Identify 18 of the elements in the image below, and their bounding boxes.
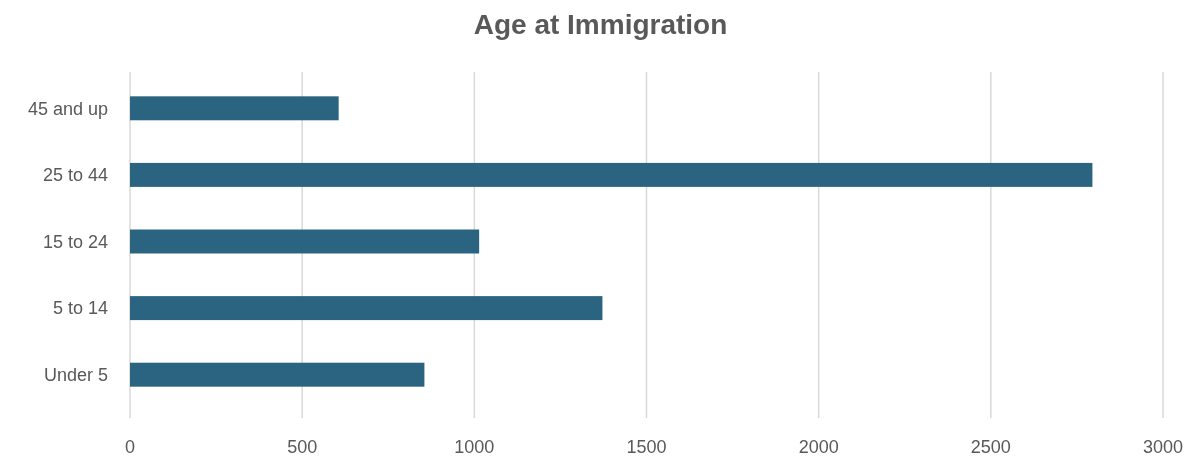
x-tick-label: 1500 [626,437,667,457]
y-tick-label: 25 to 44 [42,165,108,186]
x-tick-label: 1000 [454,437,495,457]
bar [130,229,480,254]
bar [130,162,1093,187]
y-tick-label: 5 to 14 [52,298,108,319]
y-tick-label: 45 and up [27,98,108,119]
y-tick-label: 15 to 24 [42,231,108,252]
chart-title: Age at Immigration [473,9,728,40]
x-tick-label: 2000 [798,437,839,457]
x-tick-label: 3000 [1142,437,1184,457]
bar [130,96,339,121]
bar [130,362,425,387]
x-tick-label: 2500 [970,437,1011,457]
bar [130,296,603,321]
x-tick-label: 500 [287,437,318,457]
x-tick-label: 0 [124,437,136,457]
y-tick-label: Under 5 [43,365,108,385]
